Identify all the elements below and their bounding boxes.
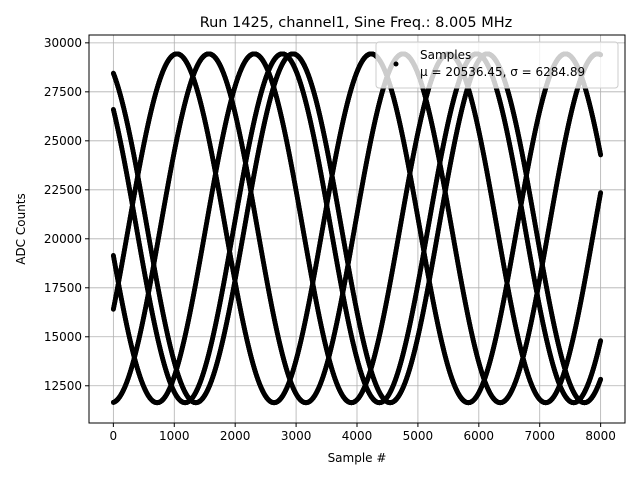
- grid: [89, 35, 625, 423]
- chart-title: Run 1425, channel1, Sine Freq.: 8.005 MH…: [200, 15, 513, 31]
- data-point: [598, 338, 604, 344]
